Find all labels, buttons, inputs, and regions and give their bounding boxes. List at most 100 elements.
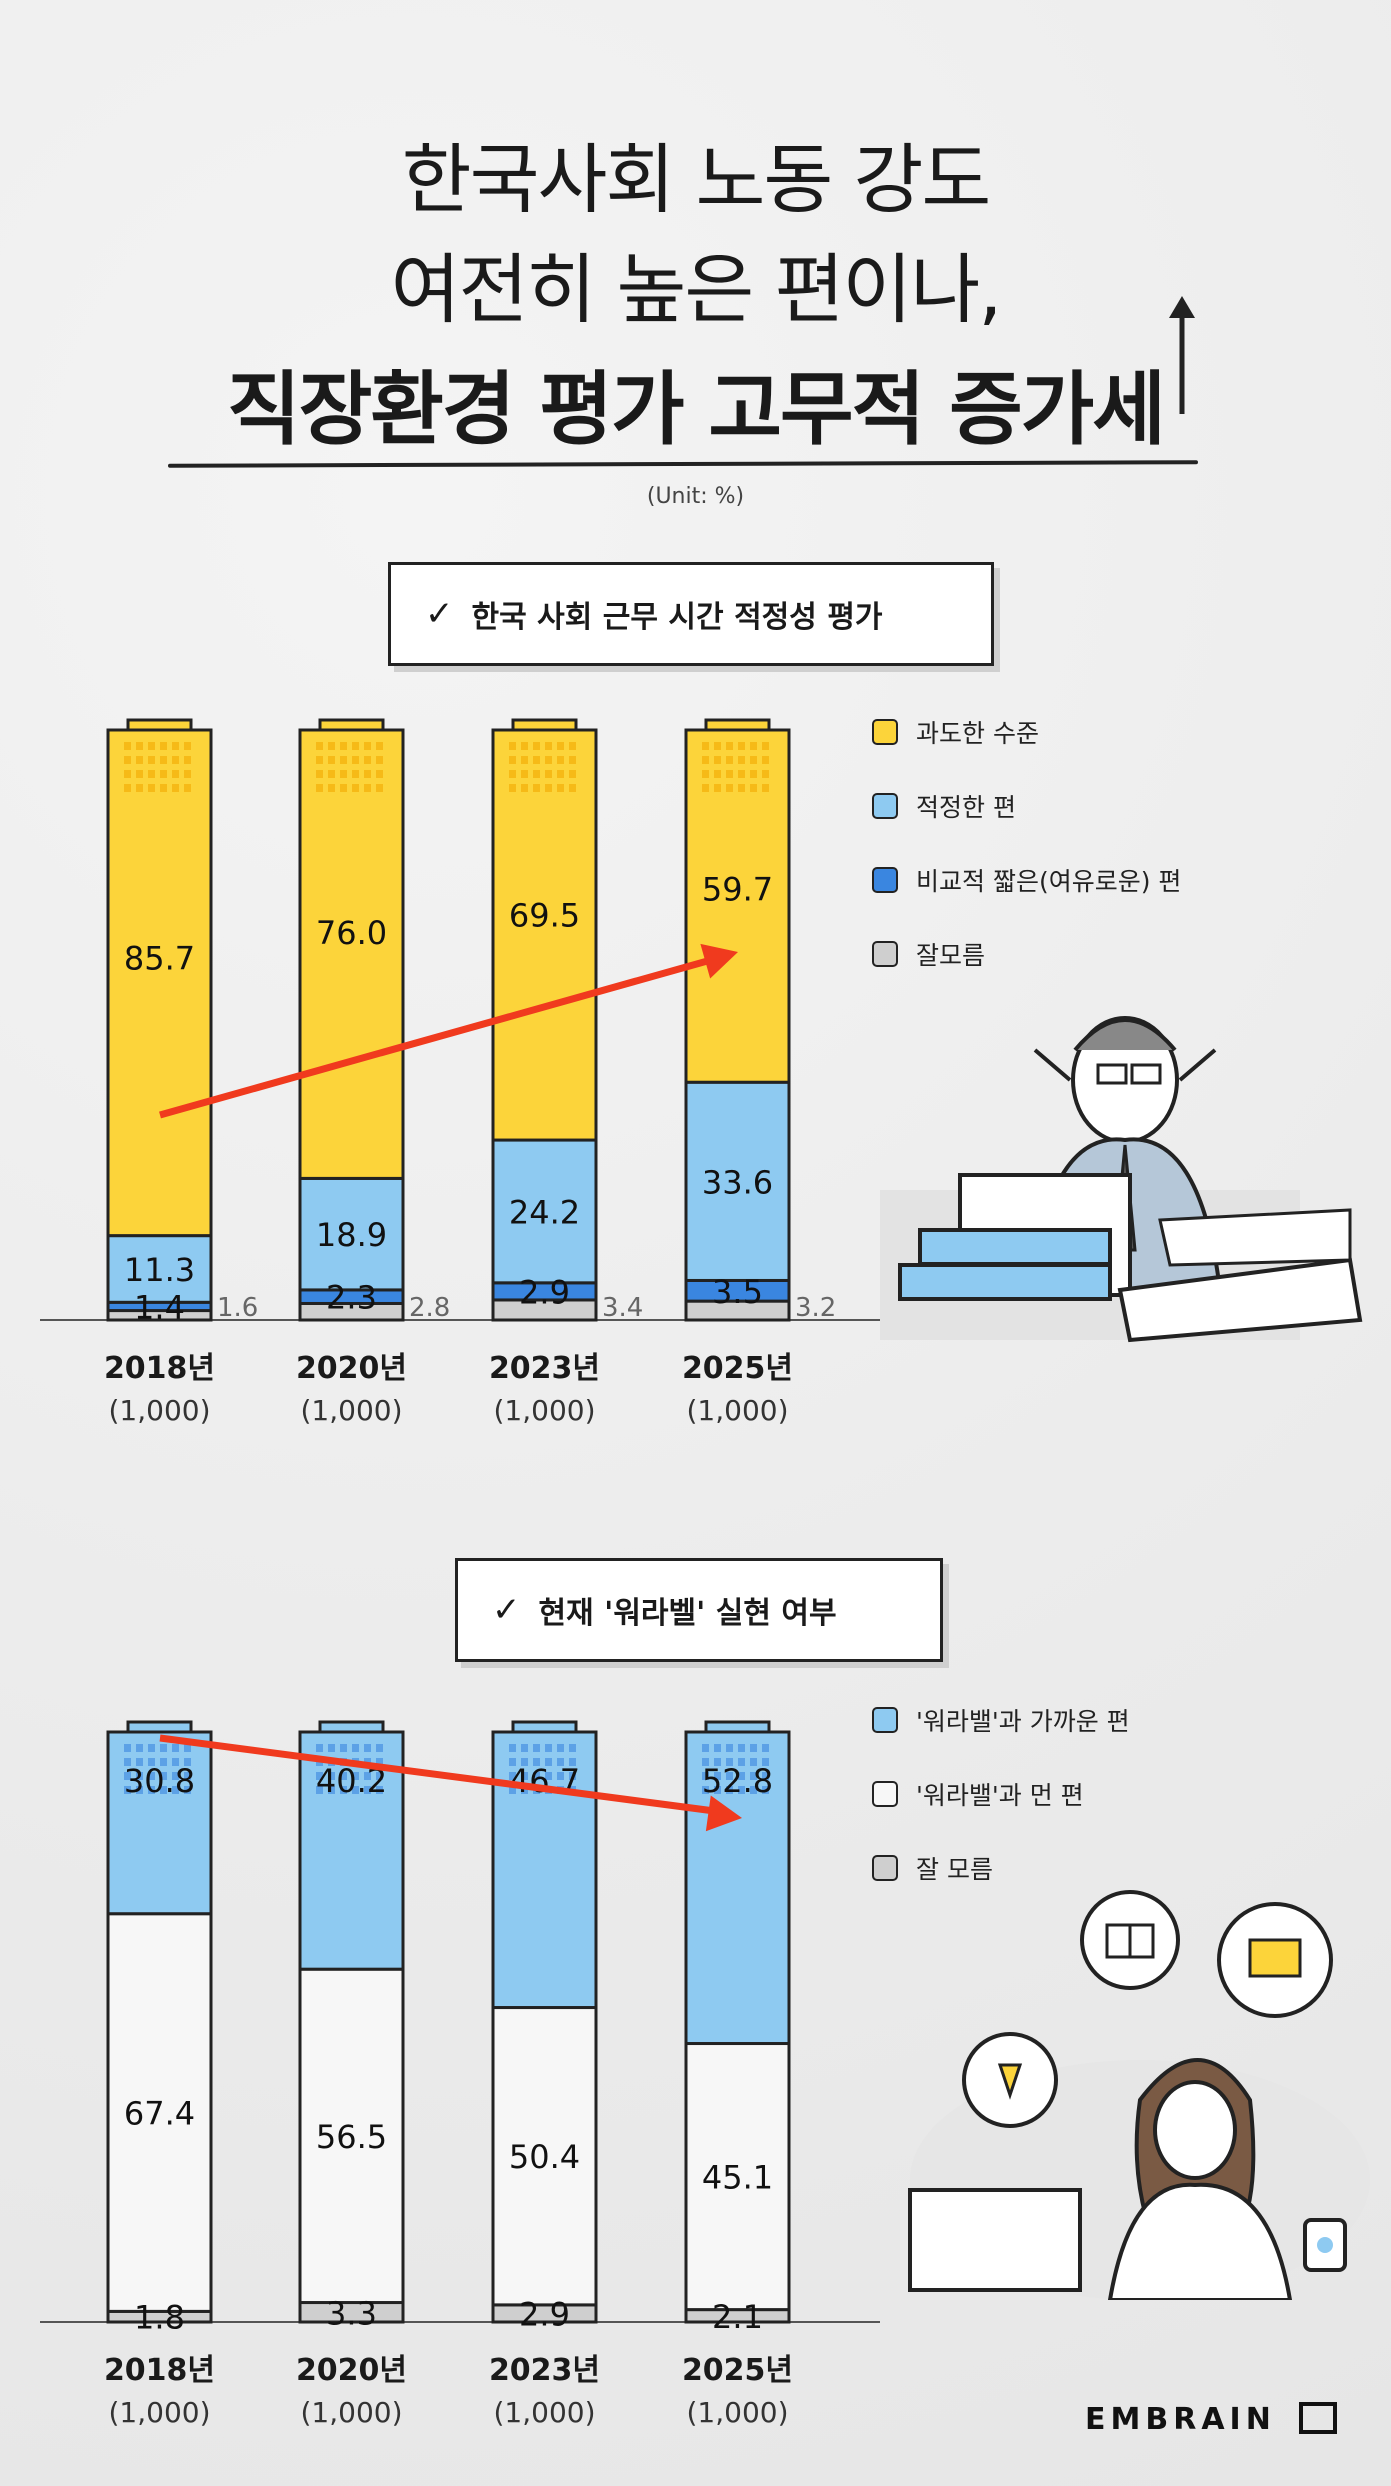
legend-item: '워라밸'과 가까운 편 xyxy=(872,1700,1130,1740)
building-window xyxy=(509,756,516,764)
building-window xyxy=(750,1772,757,1780)
building-window xyxy=(172,770,179,778)
value-label: 1.6 xyxy=(217,1293,258,1323)
bar-segment xyxy=(298,1730,405,1971)
building-window xyxy=(328,742,335,750)
building-window xyxy=(557,742,564,750)
building-window xyxy=(316,756,323,764)
value-label: 85.7 xyxy=(124,940,195,978)
building-window xyxy=(316,1786,323,1794)
value-label: 50.4 xyxy=(509,2138,580,2176)
value-label: 11.3 xyxy=(124,1251,195,1289)
category-label: 2018년 xyxy=(103,2353,216,2388)
building-window xyxy=(376,1758,383,1766)
building-window xyxy=(376,770,383,778)
building-window xyxy=(762,756,769,764)
building-window xyxy=(160,1772,167,1780)
building-window xyxy=(184,1758,191,1766)
building-window xyxy=(316,1772,323,1780)
building-window xyxy=(762,1772,769,1780)
building-window xyxy=(172,1744,179,1752)
year-label: 2018년 (1,000) xyxy=(75,1348,245,1432)
building-window xyxy=(738,742,745,750)
building-window xyxy=(376,1772,383,1780)
trend-arrow-line xyxy=(159,954,719,1119)
building-window xyxy=(750,756,757,764)
building-window xyxy=(569,770,576,778)
value-label: 3.4 xyxy=(602,1293,643,1323)
building-window xyxy=(750,742,757,750)
sample-size-label: (1,000) xyxy=(686,1394,789,1427)
building-window xyxy=(545,1772,552,1780)
legend-swatch xyxy=(872,867,898,893)
bar-segment xyxy=(106,1912,213,2313)
building-window xyxy=(148,784,155,792)
bar-segment xyxy=(298,1967,405,2305)
legend-swatch xyxy=(872,1781,898,1807)
category-label: 2020년 xyxy=(295,2353,408,2388)
relaxed-worker-illustration xyxy=(908,1890,1370,2300)
building-window xyxy=(136,770,143,778)
building-window xyxy=(172,1772,179,1780)
building-window xyxy=(762,1786,769,1794)
building-window xyxy=(521,770,528,778)
building-window xyxy=(509,1744,516,1752)
legend-item: 적정한 편 xyxy=(872,786,1181,826)
chart1-legend: 과도한 수준 적정한 편 비교적 짧은(여유로운) 편 잘모름 xyxy=(872,712,1181,1008)
category-label: 2020년 xyxy=(295,1351,408,1386)
building-window xyxy=(509,1786,516,1794)
building-window xyxy=(569,1744,576,1752)
building-window xyxy=(160,1758,167,1766)
building-window xyxy=(521,1772,528,1780)
building-window xyxy=(328,1786,335,1794)
legend-item: '워라밸'과 먼 편 xyxy=(872,1774,1130,1814)
building-window xyxy=(124,1772,131,1780)
building-window xyxy=(702,742,709,750)
brand-logo: EMBRAIN xyxy=(1085,2401,1338,2437)
year-label: 2020년 (1,000) xyxy=(267,2350,437,2434)
building-window xyxy=(184,1772,191,1780)
building-window xyxy=(364,770,371,778)
building-window xyxy=(124,1758,131,1766)
building-window xyxy=(352,742,359,750)
chart2-svg: 1.867.430.83.356.540.22.950.446.72.145.1… xyxy=(40,1720,880,2337)
unit-label: (Unit: %) xyxy=(646,484,745,509)
value-label: 2.1 xyxy=(712,2298,763,2336)
building-window xyxy=(148,770,155,778)
building-window xyxy=(569,756,576,764)
building-window xyxy=(160,756,167,764)
bar-segment xyxy=(491,1138,598,1285)
building-window xyxy=(172,756,179,764)
building-window xyxy=(702,1772,709,1780)
year-label: 2020년 (1,000) xyxy=(267,1348,437,1432)
legend-label: 비교적 짧은(여유로운) 편 xyxy=(916,867,1182,896)
building-window xyxy=(521,1758,528,1766)
building-window xyxy=(702,1744,709,1752)
building-window xyxy=(750,1786,757,1794)
building-window xyxy=(340,770,347,778)
building-window xyxy=(702,1758,709,1766)
building-window xyxy=(328,784,335,792)
legend-label: 잘모름 xyxy=(916,941,986,970)
bar-segment xyxy=(684,1080,791,1282)
building-window xyxy=(340,1786,347,1794)
building-window xyxy=(376,784,383,792)
building-window xyxy=(738,1758,745,1766)
building-window xyxy=(726,770,733,778)
building-window xyxy=(509,742,516,750)
building-window xyxy=(557,1744,564,1752)
value-label: 56.5 xyxy=(316,2118,387,2156)
building-window xyxy=(364,1744,371,1752)
building-window xyxy=(376,756,383,764)
value-label: 52.8 xyxy=(702,1762,773,1800)
building-window xyxy=(364,1786,371,1794)
building-window xyxy=(328,756,335,764)
building-window xyxy=(316,770,323,778)
building-window xyxy=(136,784,143,792)
building-window xyxy=(124,784,131,792)
building-window xyxy=(376,1786,383,1794)
building-window xyxy=(364,756,371,764)
value-label: 1.4 xyxy=(134,1288,185,1326)
legend-swatch xyxy=(872,941,898,967)
